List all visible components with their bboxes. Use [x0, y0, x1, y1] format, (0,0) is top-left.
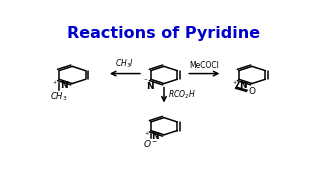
Text: N: N	[151, 132, 159, 141]
Text: $CH_3I$: $CH_3I$	[116, 58, 134, 70]
Text: $O^-$: $O^-$	[143, 138, 158, 149]
Text: O: O	[248, 87, 255, 96]
Text: N: N	[60, 81, 67, 90]
Text: ··: ··	[143, 77, 148, 83]
Text: MeCOCl: MeCOCl	[189, 61, 220, 70]
Text: $RCO_2H$: $RCO_2H$	[168, 88, 196, 101]
Text: Reactions of Pyridine: Reactions of Pyridine	[68, 26, 260, 41]
Text: $CH_3$: $CH_3$	[50, 91, 68, 103]
Text: $^+$: $^+$	[143, 132, 150, 138]
Text: N: N	[146, 82, 153, 91]
Text: $^+$: $^+$	[231, 81, 238, 87]
Text: $^+$: $^+$	[52, 81, 58, 87]
Text: N: N	[239, 81, 247, 90]
